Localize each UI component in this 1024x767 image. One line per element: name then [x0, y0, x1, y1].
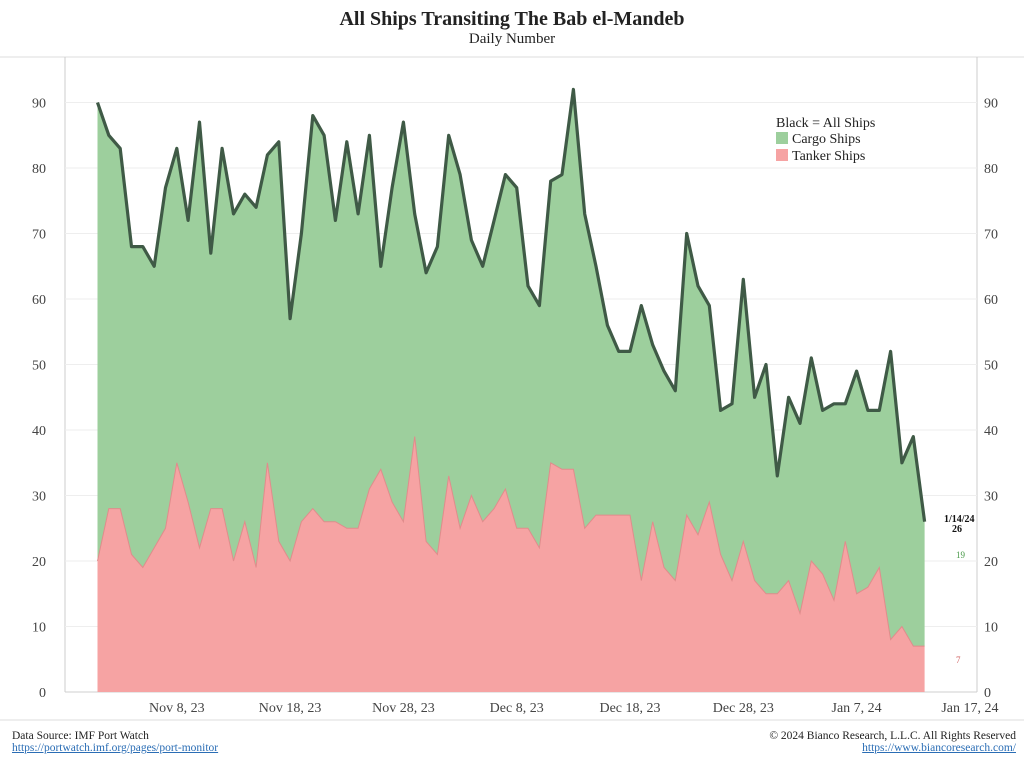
x-tick-label: Jan 17, 24 [941, 701, 998, 716]
x-tick-label: Jan 7, 24 [832, 701, 882, 716]
y-tick-label-right: 70 [984, 228, 998, 243]
y-tick-label-right: 40 [984, 424, 998, 439]
x-tick-label: Nov 18, 23 [259, 701, 322, 716]
x-tick-label: Dec 18, 23 [599, 701, 660, 716]
end-value-all-ships: 26 [952, 524, 962, 535]
data-source-label: Data Source: IMF Port Watch [12, 730, 149, 742]
y-tick-label-right: 10 [984, 621, 998, 636]
x-tick-label: Dec 8, 23 [490, 701, 544, 716]
data-source-link[interactable]: https://portwatch.imf.org/pages/port-mon… [12, 742, 219, 754]
legend-swatch-tanker [776, 149, 788, 161]
website-link[interactable]: https://www.biancoresearch.com/ [862, 742, 1016, 754]
y-tick-label-left: 50 [32, 359, 46, 374]
y-tick-label-left: 40 [32, 424, 46, 439]
end-date-label: 1/14/24 [944, 514, 975, 525]
y-tick-label-left: 90 [32, 97, 46, 112]
y-tick-label-left: 70 [32, 228, 46, 243]
tanker-line [97, 436, 925, 647]
y-tick-label-left: 30 [32, 490, 46, 505]
chart-title: All Ships Transiting The Bab el-Mandeb [339, 8, 685, 30]
legend-swatch-cargo [776, 132, 788, 144]
y-tick-label-left: 60 [32, 293, 46, 308]
y-tick-label-left: 80 [32, 162, 46, 177]
all-ships-line [95, 87, 927, 522]
y-tick-label-left: 0 [39, 686, 46, 701]
copyright-text: © 2024 Bianco Research, L.L.C. All Right… [769, 730, 1016, 742]
y-tick-label-left: 20 [32, 555, 46, 570]
y-tick-label-right: 90 [984, 97, 998, 112]
y-tick-label-right: 30 [984, 490, 998, 505]
x-tick-label: Dec 28, 23 [713, 701, 774, 716]
end-value-tanker: 7 [956, 655, 961, 665]
y-tick-label-left: 10 [32, 621, 46, 636]
y-tick-label-right: 60 [984, 293, 998, 308]
legend-title: Black = All Ships [776, 116, 875, 131]
end-value-cargo: 19 [956, 550, 966, 560]
y-tick-label-right: 20 [984, 555, 998, 570]
y-tick-label-right: 80 [984, 162, 998, 177]
tanker-area [97, 436, 925, 692]
chart-subtitle: Daily Number [468, 31, 556, 47]
legend-label-tanker: Tanker Ships [792, 149, 865, 164]
x-tick-label: Nov 28, 23 [372, 701, 435, 716]
y-tick-label-right: 50 [984, 359, 998, 374]
x-tick-label: Nov 8, 23 [149, 701, 205, 716]
legend-label-cargo: Cargo Ships [792, 132, 861, 147]
cargo-area [97, 89, 925, 647]
y-tick-label-right: 0 [984, 686, 991, 701]
